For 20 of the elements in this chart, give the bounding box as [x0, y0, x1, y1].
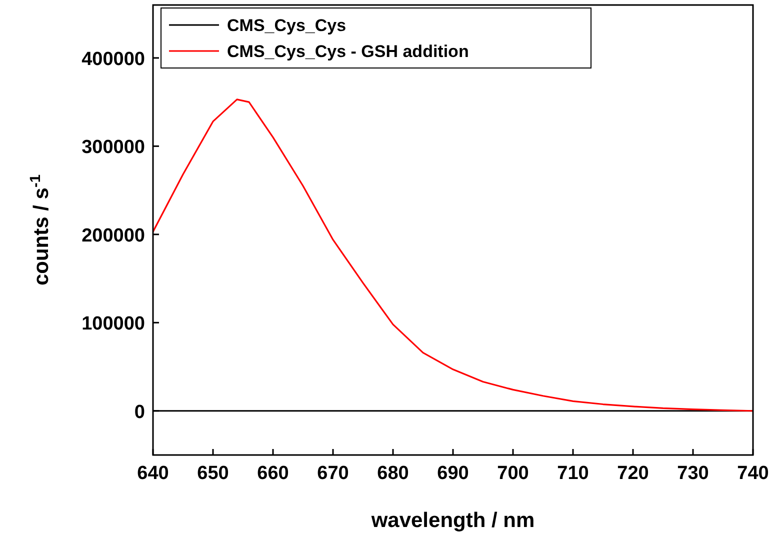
x-tick-label: 740 — [737, 463, 769, 484]
legend-label: CMS_Cys_Cys — [227, 16, 346, 35]
y-tick-label: 300000 — [82, 137, 145, 158]
legend-label: CMS_Cys_Cys - GSH addition — [227, 42, 469, 61]
y-tick-label: 400000 — [82, 48, 145, 70]
x-axis-title: wavelength / nm — [370, 509, 535, 532]
x-tick-label: 700 — [497, 463, 529, 484]
y-tick-label: 100000 — [82, 314, 145, 335]
y-tick-label: 200000 — [82, 225, 145, 246]
y-tick-label: 0 — [134, 402, 145, 423]
x-tick-label: 720 — [617, 463, 649, 484]
x-tick-label: 670 — [317, 463, 349, 484]
x-tick-label: 660 — [257, 463, 289, 484]
x-tick-label: 680 — [377, 463, 409, 484]
x-tick-label: 730 — [677, 463, 709, 484]
x-tick-label: 640 — [137, 463, 169, 484]
x-tick-label: 710 — [557, 463, 589, 484]
x-tick-label: 650 — [197, 463, 229, 484]
x-tick-label: 690 — [437, 463, 469, 484]
line-series — [153, 98, 753, 412]
